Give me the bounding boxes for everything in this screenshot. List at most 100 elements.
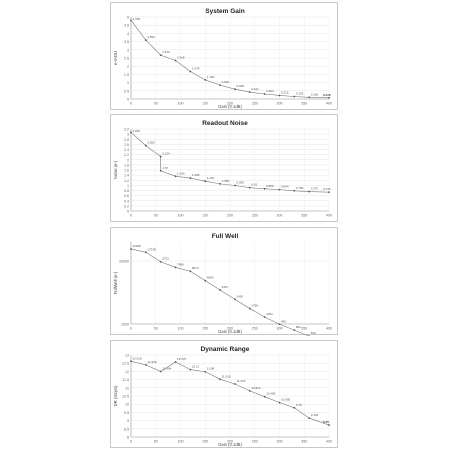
data-label: 2.676 bbox=[162, 50, 170, 54]
y-tick-label: 3 bbox=[127, 133, 129, 137]
chart-svg-1: Readout Noise00.20.40.60.811.21.41.61.82… bbox=[113, 120, 332, 218]
data-point bbox=[278, 188, 281, 191]
data-label: 1291 bbox=[266, 312, 273, 316]
data-point bbox=[278, 401, 281, 404]
y-tick-label: 2.4 bbox=[124, 148, 129, 152]
series-line bbox=[130, 248, 310, 336]
y-tick-label: 8 bbox=[127, 436, 129, 440]
y-tick-label: 2.5 bbox=[124, 57, 129, 61]
chart-title: Full Well bbox=[212, 233, 239, 240]
data-label: 8.06 bbox=[323, 420, 329, 424]
x-tick-label: 250 bbox=[252, 327, 258, 331]
y-tick-label: 0.5 bbox=[124, 89, 129, 93]
data-label: 9.153 bbox=[311, 413, 319, 417]
data-point bbox=[144, 144, 147, 147]
data-point bbox=[248, 91, 251, 93]
y-tick-label: 9 bbox=[127, 419, 129, 423]
data-label: 0.421 bbox=[251, 87, 259, 91]
data-point bbox=[263, 395, 266, 398]
data-point bbox=[219, 182, 221, 185]
data-point bbox=[189, 70, 192, 73]
y-tick-label: 0.2 bbox=[124, 204, 129, 208]
x-tick-label: 150 bbox=[202, 327, 208, 331]
data-label: 11.518 bbox=[222, 374, 231, 378]
x-tick-label: 300 bbox=[277, 214, 283, 218]
data-label: 11.98 bbox=[207, 367, 215, 371]
y-tick-label: 0 bbox=[127, 210, 129, 214]
data-label: 640 bbox=[311, 331, 316, 335]
data-point bbox=[328, 96, 330, 99]
x-tick-label: 300 bbox=[277, 102, 283, 106]
x-tick-label: 150 bbox=[202, 102, 208, 106]
x-tick-label: 100 bbox=[178, 214, 184, 218]
data-label: 10.458 bbox=[266, 392, 276, 396]
y-tick-label: 1.5 bbox=[124, 73, 129, 77]
data-label: 1.57 bbox=[162, 166, 168, 170]
chart-dynamic-range: Dynamic Range 8 8.5 9 9.5 10 10.5 11 11.5 12 12.5 1… bbox=[110, 340, 338, 448]
y-tick-label: 1.2 bbox=[124, 179, 129, 183]
y-tick-label: 10.5 bbox=[122, 395, 129, 399]
data-label: 0.304 bbox=[266, 89, 274, 93]
data-point bbox=[248, 186, 251, 189]
data-label: 2.348 bbox=[177, 55, 185, 59]
data-point bbox=[308, 96, 311, 99]
data-label: 12.399 bbox=[147, 360, 157, 364]
data-point bbox=[234, 298, 236, 301]
data-point bbox=[234, 88, 236, 91]
data-point bbox=[234, 184, 236, 187]
data-point bbox=[308, 190, 311, 193]
data-label: 1.058 bbox=[222, 179, 230, 183]
data-label: 1758 bbox=[251, 304, 258, 308]
y-tick-label: 2.8 bbox=[124, 138, 129, 142]
data-point bbox=[174, 266, 177, 269]
data-label: 990 bbox=[281, 319, 286, 323]
x-tick-label: 350 bbox=[301, 440, 307, 444]
y-tick-label: 1 bbox=[127, 184, 129, 188]
x-tick-label: 50 bbox=[154, 440, 158, 444]
data-label: 6870 bbox=[192, 266, 199, 270]
chart-readout-noise: Readout Noise 0 0.2 0.4 0.6 0.8 1 1.2 1.4 1.6 1.8 2… bbox=[110, 114, 338, 222]
series-line bbox=[130, 20, 330, 99]
data-point bbox=[204, 78, 207, 81]
y-tick-label: 1 bbox=[127, 81, 129, 85]
x-tick-label: 300 bbox=[277, 440, 283, 444]
data-point bbox=[328, 191, 330, 194]
data-label: 0.757 bbox=[311, 187, 319, 191]
y-axis-label: e-/ADU bbox=[113, 51, 118, 65]
data-point bbox=[248, 307, 251, 310]
data-label: 1.354 bbox=[177, 171, 185, 175]
data-point bbox=[308, 417, 311, 419]
data-label: 0.048 bbox=[323, 93, 331, 97]
data-point bbox=[204, 370, 207, 373]
data-point bbox=[328, 424, 330, 426]
data-point bbox=[234, 383, 236, 385]
x-tick-label: 100 bbox=[178, 440, 184, 444]
x-tick-label: 250 bbox=[252, 214, 258, 218]
data-point bbox=[293, 406, 296, 409]
chart-title: Readout Noise bbox=[202, 120, 248, 127]
y-tick-label: 3 bbox=[127, 48, 129, 52]
x-tick-label: 350 bbox=[301, 214, 307, 218]
y-tick-label: 4.5 bbox=[124, 24, 129, 28]
y-tick-label: 0.6 bbox=[124, 194, 129, 198]
x-tick-label: 100 bbox=[178, 327, 184, 331]
data-label: 0.789 bbox=[296, 186, 304, 190]
x-axis-label: Gain (0.1dB) bbox=[218, 442, 242, 447]
data-label: 0.866 bbox=[266, 184, 274, 188]
data-label: 4.796 bbox=[133, 17, 141, 21]
y-tick-label: 13 bbox=[125, 354, 129, 358]
data-label: 11.994 bbox=[162, 366, 171, 370]
data-point bbox=[219, 378, 221, 381]
y-tick-label: 10000 bbox=[119, 259, 129, 263]
data-point bbox=[189, 270, 192, 273]
x-tick-label: 50 bbox=[154, 102, 158, 106]
data-point bbox=[189, 368, 192, 371]
y-tick-label: 2.6 bbox=[124, 143, 129, 147]
x-tick-label: 250 bbox=[252, 440, 258, 444]
x-tick-label: 0 bbox=[130, 327, 132, 331]
y-axis-label: DR (Stops) bbox=[113, 385, 118, 406]
data-point bbox=[219, 289, 221, 291]
data-point bbox=[293, 189, 296, 192]
x-tick-label: 200 bbox=[227, 327, 233, 331]
data-point bbox=[144, 251, 147, 254]
